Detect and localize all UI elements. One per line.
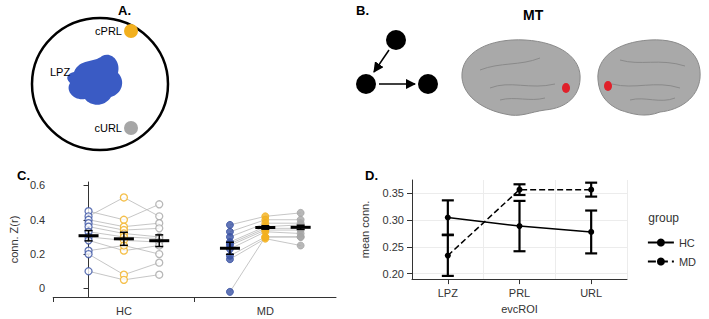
svg-text:0.20: 0.20: [383, 268, 404, 280]
svg-text:0.6: 0.6: [30, 179, 45, 191]
svg-text:mean conn.: mean conn.: [359, 201, 371, 258]
svg-text:0.35: 0.35: [383, 187, 404, 199]
svg-text:PRL: PRL: [509, 287, 530, 299]
svg-text:HC: HC: [116, 305, 132, 317]
svg-text:group: group: [648, 211, 679, 225]
svg-text:HC: HC: [679, 237, 695, 249]
svg-text:conn. Z(r): conn. Z(r): [8, 216, 20, 264]
svg-text:MT: MT: [523, 7, 544, 23]
svg-text:C.: C.: [17, 168, 30, 183]
svg-text:0.4: 0.4: [30, 214, 45, 226]
svg-text:cPRL: cPRL: [95, 25, 122, 37]
svg-text:MD: MD: [257, 305, 274, 317]
svg-text:LPZ: LPZ: [438, 287, 458, 299]
svg-text:evcROI: evcROI: [501, 303, 538, 315]
svg-text:D.: D.: [365, 168, 378, 183]
svg-text:B.: B.: [356, 3, 369, 18]
svg-text:0.2: 0.2: [30, 248, 45, 260]
svg-text:0.30: 0.30: [383, 214, 404, 226]
svg-text:cURL: cURL: [94, 122, 122, 134]
svg-text:0: 0: [39, 282, 45, 294]
svg-text:URL: URL: [580, 287, 602, 299]
svg-text:0.25: 0.25: [383, 241, 404, 253]
svg-text:LPZ: LPZ: [50, 66, 70, 78]
svg-text:A.: A.: [118, 3, 131, 18]
svg-text:MD: MD: [679, 256, 696, 268]
